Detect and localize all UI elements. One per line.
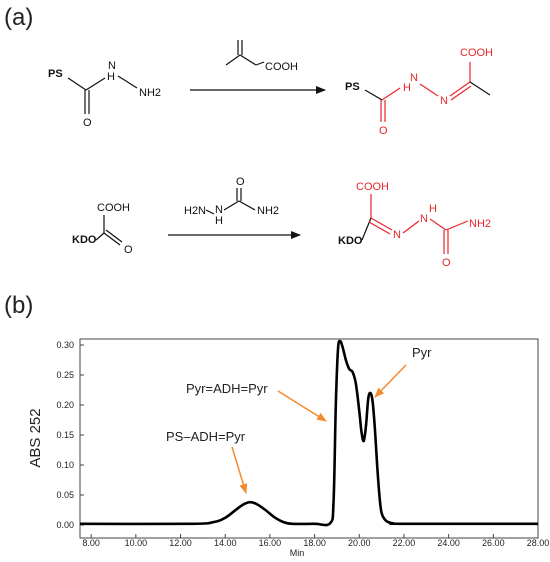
product-cooh: COOH [460, 47, 493, 59]
pyruvic-cooh: COOH [265, 61, 298, 73]
semicarbazide-h: H [215, 215, 223, 227]
product2-nh2: NH2 [469, 218, 491, 230]
semicarbazide-n: N [215, 204, 223, 216]
y-tick-label: 0.30 [56, 340, 74, 350]
x-tick-label: 28.00 [527, 538, 550, 548]
peak-annotation-label: Pyr=ADH=Pyr [186, 381, 268, 396]
chart: 0.00 0.05 0.10 0.15 0.20 0.25 0.30 8.00 10.00 12… [27, 338, 549, 558]
kdo-o: O [124, 244, 133, 256]
product-n1: N [410, 72, 418, 84]
panel-label-a: (a) [4, 4, 33, 31]
ps-label: PS [48, 68, 63, 80]
product-ps-label: PS [345, 81, 360, 93]
series-layer [79, 339, 539, 527]
product2-cooh: COOH [356, 181, 389, 193]
product2-nh: N [420, 213, 428, 225]
y-axis-label: ABS 252 [27, 408, 44, 467]
peak-annotation-arrow [374, 364, 407, 398]
product-h: H [403, 82, 411, 94]
reaction-2-reagent: H2N N H O NH2 [168, 176, 301, 239]
semicarbazide-h2n: H2N [184, 205, 206, 217]
carbonyl-o: O [83, 117, 92, 129]
x-tick-label: 18.00 [303, 538, 326, 548]
x-tick-label: 22.00 [393, 538, 416, 548]
peak-annotation-arrow [231, 446, 248, 494]
x-tick-label: 26.00 [482, 538, 505, 548]
reaction-2-reactant: COOH KDO O [72, 202, 133, 256]
annotations: PS–ADH=Pyr Pyr=ADH=Pyr Pyr [166, 345, 432, 494]
y-tick-label: 0.25 [56, 370, 74, 380]
reaction-1-reagent: COOH [190, 40, 326, 94]
product2-n: N [393, 229, 401, 241]
plot-frame [79, 338, 539, 539]
product-o: O [379, 125, 388, 137]
product-n2: N [440, 95, 448, 107]
series-line [79, 339, 539, 527]
y-tick-label: 0.20 [56, 400, 74, 410]
nh2-label: NH2 [139, 87, 161, 99]
peak-annotation-label: Pyr [412, 345, 432, 360]
peak-annotation-arrow [277, 390, 327, 422]
x-tick-label: 20.00 [348, 538, 371, 548]
reaction-2-product: COOH KDO N N H NH2 O [338, 181, 491, 269]
peak-annotation-label: PS–ADH=Pyr [166, 429, 246, 444]
product2-o: O [442, 257, 451, 269]
x-tick-label: 24.00 [437, 538, 460, 548]
hydrazide-h: H [107, 71, 115, 83]
semicarbazide-nh2: NH2 [257, 205, 279, 217]
x-tick-label: 16.00 [259, 538, 282, 548]
y-tick-label: 0.10 [56, 460, 74, 470]
panel-label-b: (b) [4, 292, 33, 319]
reaction-scheme: (a) PS O H N NH2 COOH PS [4, 4, 493, 269]
kdo-label: KDO [72, 234, 97, 246]
y-tick-label: 0.05 [56, 490, 74, 500]
reaction-1-reactant: PS O H N NH2 [48, 60, 161, 129]
y-axis: 0.00 0.05 0.10 0.15 0.20 0.25 0.30 [56, 340, 84, 530]
kdo-cooh: COOH [97, 202, 130, 214]
hydrazide-n: N [108, 60, 116, 72]
product2-kdo: KDO [338, 235, 363, 247]
reaction-1-product: PS O H N N COOH [345, 47, 493, 137]
x-tick-label: 8.00 [82, 538, 100, 548]
x-tick-label: 10.00 [125, 538, 148, 548]
x-axis-label: Min [290, 548, 305, 558]
x-tick-label: 12.00 [169, 538, 192, 548]
product2-h: H [429, 203, 437, 215]
y-tick-label: 0.15 [56, 430, 74, 440]
x-tick-label: 14.00 [214, 538, 237, 548]
semicarbazide-o: O [236, 176, 245, 188]
y-tick-label: 0.00 [56, 520, 74, 530]
x-axis: 8.00 10.00 12.00 14.00 16.00 18.00 20.00 22.00 2… [82, 534, 549, 548]
